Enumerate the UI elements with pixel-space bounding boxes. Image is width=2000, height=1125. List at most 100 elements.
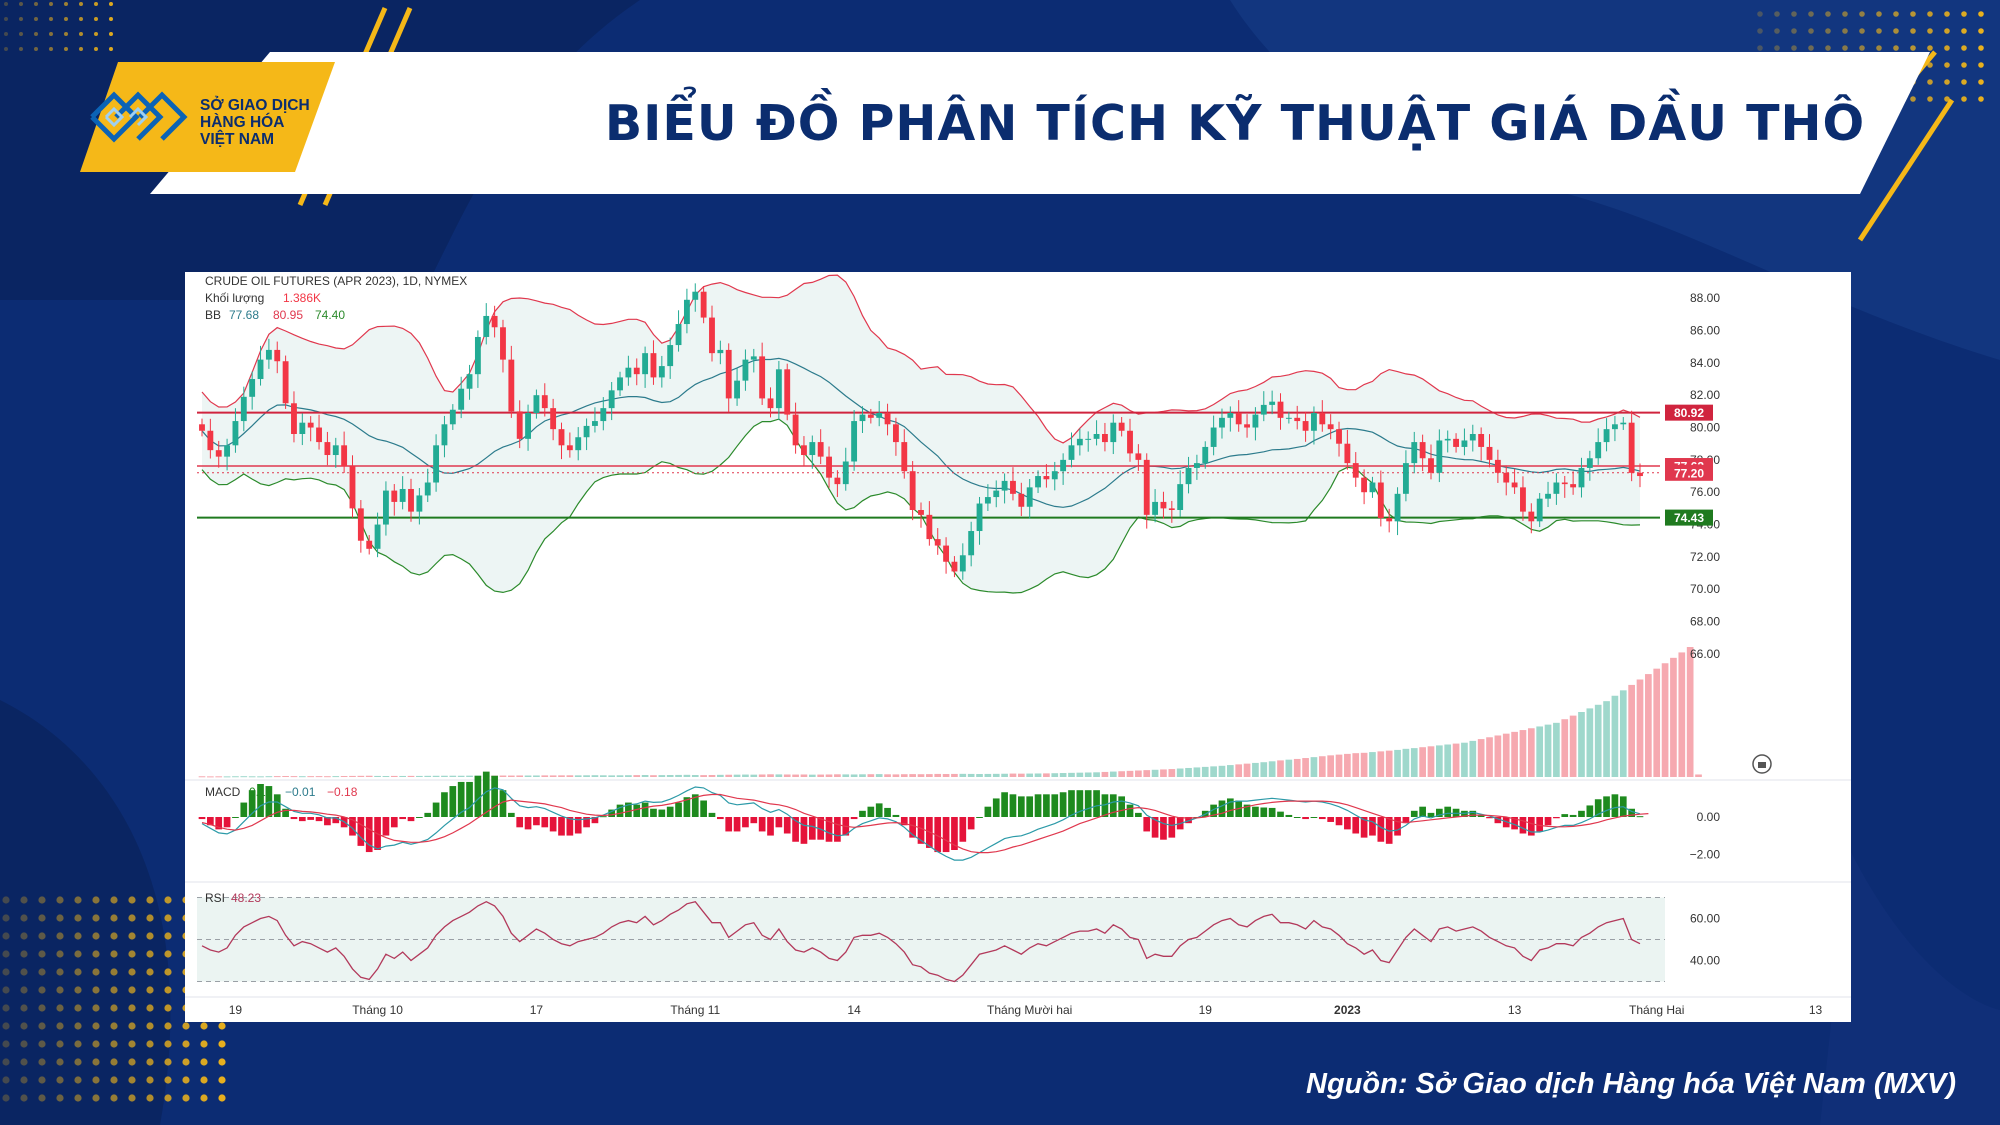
candle (282, 361, 289, 404)
candle (1311, 412, 1317, 431)
macd-histogram-bar (1268, 807, 1276, 817)
volume-bar (198, 776, 206, 778)
legend-rsi-value: 48.23 (231, 891, 261, 905)
volume-bar (1009, 773, 1017, 777)
volume-bar (1427, 746, 1435, 777)
dot (56, 1004, 64, 1012)
macd-histogram-bar (533, 817, 540, 826)
dot (110, 968, 118, 976)
macd-histogram-bar (1436, 808, 1443, 817)
dot (34, 2, 38, 6)
dot (56, 1040, 64, 1048)
candle (876, 412, 883, 418)
candle (383, 490, 389, 525)
macd-histogram-bar (1636, 816, 1644, 818)
volume-bar (775, 774, 783, 777)
macd-histogram-bar (867, 806, 875, 817)
volume-bar (1017, 773, 1025, 777)
candle (1520, 487, 1526, 512)
volume-bar (1143, 770, 1151, 777)
dot (38, 968, 46, 976)
macd-histogram-bar (1160, 817, 1167, 840)
macd-histogram-bar (474, 775, 482, 817)
macd-histogram-bar (1561, 814, 1569, 817)
dot (56, 896, 64, 904)
dot (164, 914, 172, 922)
dot (74, 968, 82, 976)
macd-histogram-bar (298, 817, 306, 822)
volume-bar (616, 775, 624, 777)
dot (110, 914, 118, 922)
macd-histogram-bar (1553, 817, 1560, 819)
candle (374, 524, 381, 549)
dot (200, 1040, 208, 1048)
macd-histogram-bar (591, 817, 599, 824)
macd-histogram-bar (466, 781, 473, 817)
dot (92, 1094, 100, 1102)
candle (658, 366, 665, 378)
dot (4, 32, 8, 36)
dot (164, 968, 172, 976)
candle (224, 445, 231, 457)
dot (109, 2, 113, 6)
dot (182, 1094, 190, 1102)
legend-title: CRUDE OIL FUTURES (APR 2023), 1D, NYMEX (205, 274, 467, 288)
dot (110, 986, 118, 994)
macd-histogram-bar (232, 817, 239, 818)
macd-histogram-bar (1260, 807, 1268, 817)
volume-bar (650, 775, 657, 777)
price-tick-label: 76.00 (1690, 485, 1720, 499)
dot (1825, 45, 1831, 51)
dot (164, 1004, 172, 1012)
dot (2, 932, 10, 940)
volume-bar (549, 775, 557, 777)
macd-histogram-bar (207, 817, 214, 826)
candle (1260, 404, 1267, 415)
volume-bar (892, 774, 900, 777)
candle (399, 488, 406, 502)
dot (1927, 79, 1933, 85)
dot (146, 950, 154, 958)
dot (128, 1076, 136, 1084)
rsi-tick-label: 40.00 (1690, 954, 1720, 968)
volume-bar (1544, 724, 1552, 777)
volume-bar (1619, 690, 1627, 777)
macd-histogram-bar (1076, 790, 1084, 817)
price-tick-label: 80.00 (1690, 421, 1720, 435)
dot (1961, 11, 1967, 17)
price-tick-label: 68.00 (1690, 615, 1720, 629)
macd-histogram-bar (1126, 804, 1134, 817)
dot (38, 950, 46, 958)
macd-histogram-bar (290, 817, 298, 820)
dot (2, 1040, 10, 1048)
volume-bar (1695, 774, 1702, 777)
volume-bar (516, 775, 524, 777)
volume-bar (1302, 758, 1309, 777)
macd-histogram-bar (1611, 794, 1619, 817)
dot (38, 914, 46, 922)
volume-bar (1628, 684, 1635, 777)
macd-histogram-bar (808, 817, 816, 840)
macd-histogram-bar (248, 790, 256, 817)
legend-macd-hist: 0.17 (249, 785, 273, 799)
legend-macd-signal: −0.18 (327, 785, 358, 799)
dot (56, 932, 64, 940)
macd-histogram-bar (566, 817, 574, 836)
dot (1859, 45, 1865, 51)
dot (64, 17, 68, 21)
chart-legend: CRUDE OIL FUTURES (APR 2023), 1D, NYMEX … (205, 274, 467, 905)
dot (74, 1040, 82, 1048)
legend-bb-basis: 77.68 (229, 308, 259, 322)
candle (767, 398, 774, 409)
dot (34, 17, 38, 21)
rsi-tick-label: 60.00 (1690, 912, 1720, 926)
candle (1302, 421, 1309, 431)
price-tag (1665, 464, 1713, 481)
volume-bar (1636, 679, 1644, 777)
volume-bar (1101, 771, 1109, 777)
macd-histogram-bar (273, 794, 281, 817)
candle (1377, 482, 1384, 519)
dot (19, 2, 23, 6)
macd-histogram-bar (1377, 817, 1385, 842)
dot (1927, 62, 1933, 68)
